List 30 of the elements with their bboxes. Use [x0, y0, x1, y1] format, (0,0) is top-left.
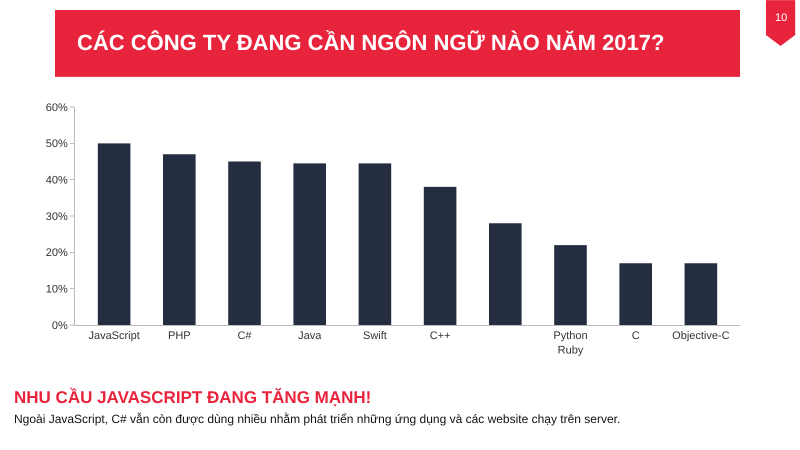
text: 10 — [775, 12, 788, 24]
bar — [554, 245, 587, 325]
y-tick-label: 30% — [46, 210, 68, 223]
y-tick-label: 20% — [46, 247, 68, 260]
bar — [293, 163, 326, 325]
bar — [619, 263, 652, 325]
chart-title: CÁC CÔNG TY ĐANG CẦN NGÔN NGỮ NÀO NĂM 2017? — [77, 30, 664, 55]
x-tick-label: C# — [237, 330, 252, 342]
bar — [98, 143, 130, 325]
x-tick-label: PHP — [168, 330, 191, 342]
x-tick-label: C++ — [430, 330, 450, 342]
x-tick-label: C — [632, 330, 640, 342]
text: NHU CẦU JAVASCRIPT ĐANG TĂNG MẠNH! — [14, 387, 372, 407]
bar — [684, 263, 718, 325]
text: Ngoài JavaScript, C# vẫn còn được dùng nhiều nhằm phát triển những ứng dụng và các website chạy trên server. — [14, 412, 620, 426]
bar — [163, 154, 196, 325]
bar — [228, 162, 261, 325]
bar — [358, 163, 392, 325]
y-tick-label: 10% — [46, 284, 68, 296]
x-tick-label: Python Ruby — [553, 330, 588, 356]
x-tick-label: Objective-C — [672, 330, 730, 342]
bar — [489, 223, 522, 325]
x-tick-label: Swift — [362, 330, 387, 342]
y-tick-label: 40% — [46, 174, 68, 187]
y-tick-label: 50% — [46, 138, 68, 150]
x-tick-label: Java — [298, 330, 322, 342]
x-tick-label: JavaScript — [88, 330, 140, 342]
y-tick-label: 60% — [46, 102, 68, 114]
bar — [424, 186, 456, 325]
y-tick-label: 0% — [52, 320, 68, 332]
